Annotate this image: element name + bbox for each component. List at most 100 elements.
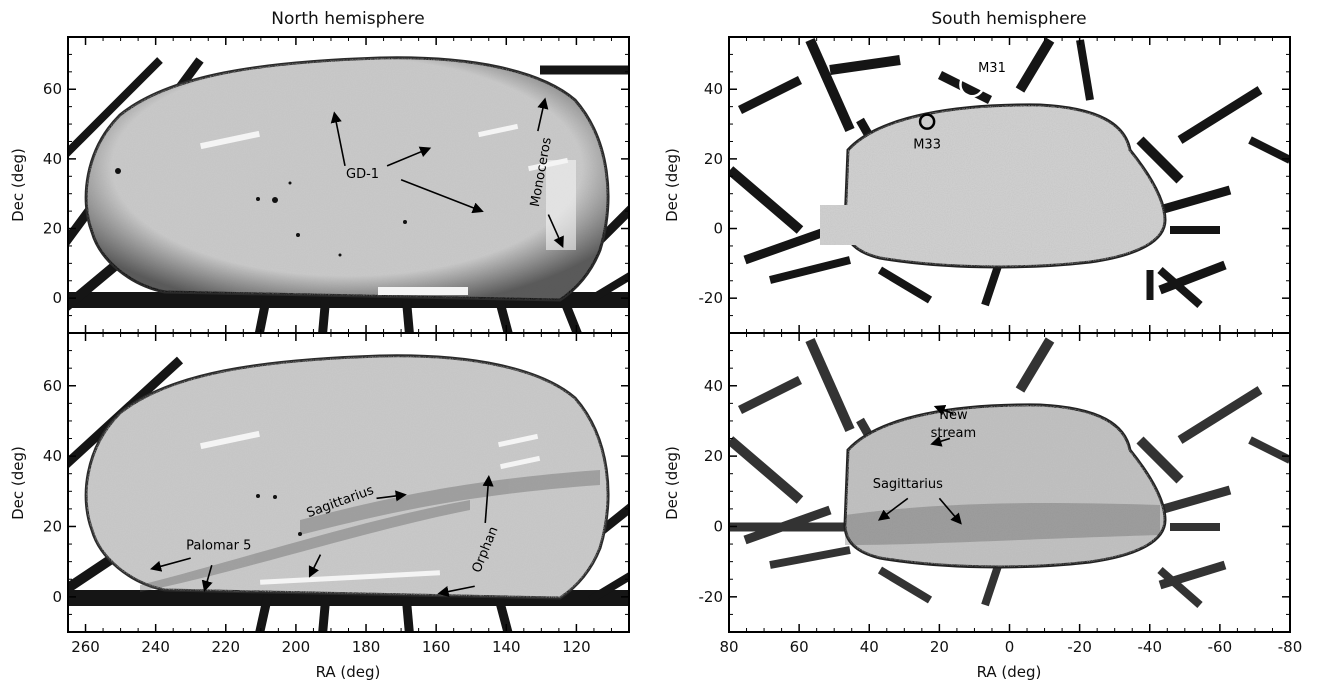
x-tick-label: 220 [211,638,240,656]
stripe-line [254,289,273,333]
north-bottom-y-ticks: 0 20 40 60 [43,332,629,633]
annotation-arrow [400,179,484,214]
south-title: South hemisphere [931,9,1086,29]
annotation-arrow [437,585,475,598]
y-tick-label: 60 [43,377,62,395]
south-bottom-y-ticks: -20 0 20 40 [699,332,1290,633]
south-top-extension-grain [820,205,860,245]
annotation-arrow [537,97,549,132]
gap [546,160,576,250]
x-tick-label: 0 [1005,638,1015,656]
gap [260,570,441,585]
panel-south-bottom: -20 0 20 40 80 60 40 20 0 -20 -40 -60 -80 New stream… [699,332,1302,656]
stripe-line [805,337,855,433]
stripe-line [877,566,933,604]
stripe-line [743,225,832,265]
stream-band [140,500,470,592]
annotation-label: Palomar 5 [186,538,251,553]
x-tick-label: 40 [860,638,879,656]
stripe-line [1015,37,1055,93]
stripe-line [401,594,414,632]
stripe-line [769,546,851,569]
annotation-arrow [201,564,213,592]
annotation-arrow [149,557,191,572]
south-bottom-image [729,337,1290,609]
dot [115,168,121,174]
annotation-label: Sagittarius [873,477,943,492]
dot [256,197,260,201]
south-bottom-x-ticks: 80 60 40 20 0 -20 -40 -60 -80 [719,333,1302,656]
panel-north-bottom: 0 20 40 60 260 240 220 200 180 160 140 120 Palomar… [43,332,630,656]
stripe-line [1177,86,1263,144]
south-bottom-ylabel: Dec (deg) [663,446,681,520]
x-tick-label: 260 [71,638,100,656]
dot [338,253,342,257]
stripe-line [1157,266,1203,309]
annotation-arrow [386,146,432,167]
south-xlabel: RA (deg) [977,663,1042,681]
dot [288,181,292,185]
north-top-rim [86,57,608,300]
annotation-arrow [376,490,407,502]
north-bottom-image [68,354,629,632]
north-bottom-ylabel: Dec (deg) [9,446,27,520]
y-tick-label: 60 [43,80,62,98]
stripe-line [737,75,803,115]
south-top-ylabel: Dec (deg) [663,148,681,222]
y-tick-label: -20 [699,588,724,606]
stripe-line [805,37,855,133]
y-tick-label: -20 [699,289,724,307]
south-top-stripes [729,37,1290,309]
y-tick-label: 0 [52,588,62,606]
x-tick-label: -20 [1067,638,1092,656]
annotation-arrow [930,435,951,447]
panel-south-top: -20 0 20 40 M31 M33 [699,36,1291,334]
dot [296,233,300,237]
stripe-line [1158,185,1232,215]
y-tick-label: 40 [704,80,723,98]
annotation-arrow [330,111,346,167]
south-bottom-stripes [729,337,1290,609]
north-top-ylabel: Dec (deg) [9,148,27,222]
annotation-arrow [877,497,909,521]
north-bottom-grain [86,355,608,598]
south-top-x-ticks [728,37,1291,333]
stripe-line [1158,485,1232,515]
x-tick-label: 240 [141,638,170,656]
annotation-arrow [938,497,962,525]
north-bottom-x-ticks: 260 240 220 200 180 160 140 120 [67,333,630,656]
north-top-dots [115,168,407,257]
south-top-markers [918,71,985,130]
x-tick-label: -80 [1278,638,1303,656]
x-tick-label: 140 [492,638,521,656]
stripe-line [318,594,331,632]
north-xlabel: RA (deg) [316,663,381,681]
stripe-line [587,571,629,604]
stripe-line [1076,39,1094,101]
stripe-line [1248,436,1290,464]
north-top-gaps [200,123,576,295]
north-bottom-streams [140,470,600,592]
dot [273,495,277,499]
y-tick-label: 20 [704,150,723,168]
y-tick-label: 0 [52,289,62,307]
north-top-image [68,56,629,333]
y-tick-label: 40 [43,447,62,465]
south-top-annotations: M31 M33 [913,61,1006,153]
x-tick-label: 20 [930,638,949,656]
x-tick-label: 180 [352,638,381,656]
gap [200,130,260,150]
stripe-line [1157,566,1203,609]
x-tick-label: 120 [562,638,591,656]
y-tick-label: 20 [43,517,62,535]
gap [500,455,541,470]
x-tick-label: 60 [790,638,809,656]
stripe-line [729,436,804,504]
annotation-arrow [933,405,954,416]
x-tick-label: 80 [719,638,738,656]
annotation-arrow [482,474,494,524]
marker-m33 [918,113,936,130]
annotation-label: stream [931,426,977,441]
